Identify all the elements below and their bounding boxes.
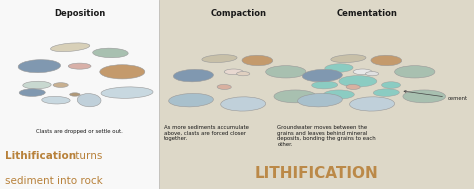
Ellipse shape (374, 89, 399, 96)
Text: Clasts are dropped or settle out.: Clasts are dropped or settle out. (36, 129, 123, 133)
Bar (159, 0, 474, 189)
Ellipse shape (331, 55, 366, 63)
Ellipse shape (298, 94, 342, 107)
Ellipse shape (265, 66, 306, 78)
Ellipse shape (42, 96, 70, 104)
Ellipse shape (101, 87, 153, 98)
Ellipse shape (77, 94, 101, 107)
Ellipse shape (93, 48, 128, 58)
Text: turns: turns (72, 151, 102, 161)
Ellipse shape (173, 69, 213, 82)
Text: Deposition: Deposition (54, 9, 105, 19)
Ellipse shape (302, 69, 342, 82)
Ellipse shape (274, 90, 317, 103)
Text: Cementation: Cementation (337, 9, 398, 19)
Ellipse shape (23, 81, 51, 89)
Text: cement: cement (404, 91, 468, 101)
Text: Compaction: Compaction (210, 9, 266, 19)
Ellipse shape (353, 69, 372, 75)
Ellipse shape (202, 55, 237, 63)
Ellipse shape (18, 60, 61, 73)
Text: Lithification: Lithification (5, 151, 76, 161)
Ellipse shape (19, 89, 45, 96)
Ellipse shape (242, 55, 273, 66)
Ellipse shape (169, 94, 213, 107)
Ellipse shape (325, 64, 353, 72)
Ellipse shape (403, 90, 446, 103)
Ellipse shape (339, 76, 377, 87)
Ellipse shape (394, 66, 435, 78)
Ellipse shape (237, 72, 250, 76)
Ellipse shape (323, 90, 355, 99)
Ellipse shape (312, 81, 337, 89)
Ellipse shape (365, 72, 379, 76)
Ellipse shape (100, 65, 145, 79)
Ellipse shape (68, 63, 91, 69)
Ellipse shape (382, 82, 401, 88)
Ellipse shape (350, 97, 394, 111)
Ellipse shape (221, 97, 265, 111)
Ellipse shape (70, 93, 80, 96)
Ellipse shape (224, 69, 243, 75)
Bar (0, 0, 159, 189)
Text: sediment into rock: sediment into rock (5, 176, 102, 186)
Text: Groundwater moves between the
grains and leaves behind mineral
deposits, bonding: Groundwater moves between the grains and… (277, 125, 376, 147)
Text: LITHIFICATION: LITHIFICATION (255, 166, 378, 181)
Ellipse shape (53, 83, 68, 87)
Ellipse shape (346, 84, 360, 89)
Ellipse shape (217, 84, 231, 89)
Text: As more sediments accumulate
above, clasts are forced closer
together.: As more sediments accumulate above, clas… (164, 125, 248, 141)
Ellipse shape (371, 55, 401, 66)
Ellipse shape (51, 43, 90, 52)
